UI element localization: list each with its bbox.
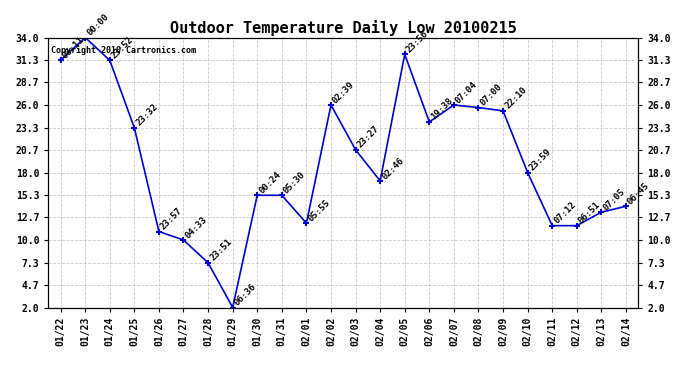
Text: 23:59: 23:59: [528, 147, 553, 172]
Text: Copyright 2010 Cartronics.com: Copyright 2010 Cartronics.com: [51, 46, 196, 55]
Text: 23:56: 23:56: [405, 29, 430, 54]
Text: 23:57: 23:57: [159, 206, 184, 231]
Text: 00:24: 00:24: [257, 170, 283, 195]
Text: 23:27: 23:27: [355, 124, 381, 150]
Text: 22:10: 22:10: [503, 86, 529, 111]
Text: 05:55: 05:55: [306, 198, 332, 223]
Text: 07:04: 07:04: [454, 80, 480, 105]
Text: 23:32: 23:32: [135, 102, 159, 128]
Text: 07:05: 07:05: [602, 187, 627, 212]
Text: 06:45: 06:45: [626, 181, 651, 206]
Text: 06:51: 06:51: [577, 200, 602, 226]
Text: 08:11: 08:11: [61, 35, 86, 60]
Text: 00:00: 00:00: [85, 12, 110, 38]
Text: 07:00: 07:00: [478, 82, 504, 108]
Title: Outdoor Temperature Daily Low 20100215: Outdoor Temperature Daily Low 20100215: [170, 20, 517, 36]
Text: 02:39: 02:39: [331, 80, 356, 105]
Text: 19:38: 19:38: [429, 96, 455, 122]
Text: 05:30: 05:30: [282, 170, 307, 195]
Text: 23:51: 23:51: [208, 237, 233, 263]
Text: 04:33: 04:33: [184, 214, 209, 240]
Text: 23:52: 23:52: [110, 35, 135, 60]
Text: 06:36: 06:36: [233, 282, 258, 308]
Text: 02:46: 02:46: [380, 156, 406, 181]
Text: 07:12: 07:12: [552, 200, 578, 226]
